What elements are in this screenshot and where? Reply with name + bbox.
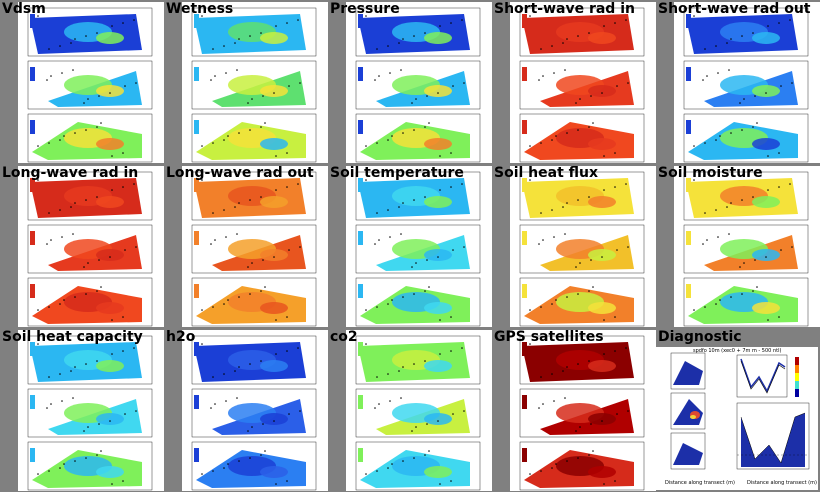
panel-long-wave-rad-in: [18, 166, 164, 327]
diagnostic-plot: [670, 352, 810, 470]
panel-title: co2: [330, 329, 358, 345]
panel-title: GPS satellites: [494, 329, 604, 345]
panel-soil-heat-flux: [510, 166, 656, 327]
panel-h2o: [182, 330, 328, 491]
panel-soil-temperature: [346, 166, 492, 327]
panel-co2: [346, 330, 492, 491]
panel-title: h2o: [166, 329, 196, 345]
panel-title: Short-wave rad in: [494, 1, 635, 17]
diagnostic-xlabel-left: Distance along transect (m): [665, 480, 735, 486]
panel-title: Vdsm: [2, 1, 46, 17]
panel-soil-moisture: [674, 166, 820, 327]
diagnostic-xlabel-right: Distance along transect (m): [747, 480, 817, 486]
panel-title: Long-wave rad in: [2, 165, 139, 181]
panel-title: Soil moisture: [658, 165, 763, 181]
panel-short-wave-rad-out: [674, 2, 820, 163]
panel-title: Long-wave rad out: [166, 165, 314, 181]
panel-soil-heat-capacity: [18, 330, 164, 491]
diagnostic-panel: spdfo 10m (xec0 + 7m m - 500 ntl) Distan…: [655, 347, 818, 490]
panel-gps-satellites: [510, 330, 656, 491]
panel-short-wave-rad-in: [510, 2, 656, 163]
panel-title: Short-wave rad out: [658, 1, 811, 17]
panel-vdsm: [18, 2, 164, 163]
panel-long-wave-rad-out: [182, 166, 328, 327]
panel-title: Soil heat capacity: [2, 329, 143, 345]
panel-title: Soil heat flux: [494, 165, 599, 181]
panel-wetness: [182, 2, 328, 163]
panel-title: Soil temperature: [330, 165, 464, 181]
diagnostic-subtitle: spdfo 10m (xec0 + 7m m - 500 ntl): [693, 348, 782, 354]
diagnostic-title: Diagnostic: [658, 329, 742, 345]
panel-title: Wetness: [166, 1, 234, 17]
panel-pressure: [346, 2, 492, 163]
panel-title: Pressure: [330, 1, 400, 17]
